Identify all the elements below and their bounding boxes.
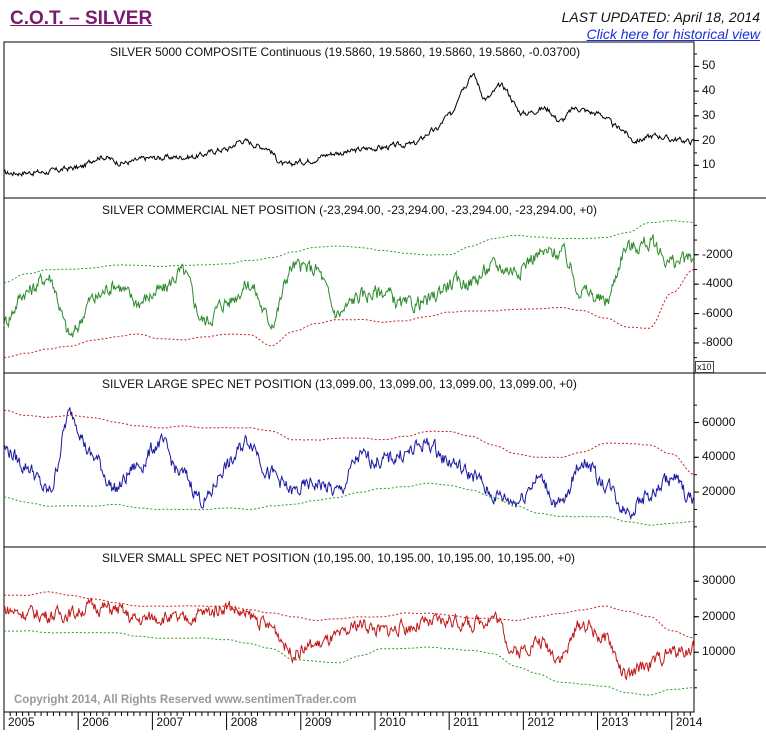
panel-large-spec bbox=[3, 404, 699, 528]
x-tick-label: 2011 bbox=[453, 715, 479, 729]
historical-view-link[interactable]: Click here for historical view bbox=[586, 26, 761, 42]
y-tick-label: 10 bbox=[702, 157, 716, 172]
panel-small-spec bbox=[3, 580, 699, 696]
panel-title-commercial: SILVER COMMERCIAL NET POSITION (-23,294.… bbox=[102, 203, 598, 217]
small-spec-upper-band bbox=[3, 591, 695, 639]
x-tick-label: 2007 bbox=[156, 715, 184, 729]
panel-title-price: SILVER 5000 COMPOSITE Continuous (19.586… bbox=[110, 45, 581, 59]
last-updated-label: LAST UPDATED: April 18, 2014 bbox=[561, 9, 760, 25]
x-tick-label: 2010 bbox=[378, 715, 406, 729]
large-spec-net-line bbox=[3, 407, 695, 521]
x-tick-label: 2012 bbox=[527, 715, 555, 729]
y-tick-label: 50 bbox=[702, 58, 716, 73]
y-tick-label: 60000 bbox=[702, 414, 736, 429]
commercial-lower-band bbox=[3, 268, 695, 358]
x-tick-label: 2006 bbox=[82, 715, 109, 729]
y-tick-label: 20 bbox=[702, 132, 716, 147]
large-spec-upper-band bbox=[3, 409, 695, 476]
x-tick-label: 2008 bbox=[230, 715, 258, 729]
y-tick-label: 10000 bbox=[702, 644, 736, 659]
y-tick-label: 40 bbox=[702, 83, 716, 98]
price-line bbox=[3, 72, 695, 178]
x-tick-label: 2013 bbox=[601, 715, 629, 729]
commercial-upper-band bbox=[3, 220, 695, 284]
panel-title-large-spec: SILVER LARGE SPEC NET POSITION (13,099.0… bbox=[102, 377, 577, 391]
x-tick-label: 2005 bbox=[8, 715, 35, 729]
small-spec-lower-band bbox=[4, 630, 695, 696]
panel-title-small-spec: SILVER SMALL SPEC NET POSITION (10,195.0… bbox=[102, 551, 576, 565]
x-tick-label: 2014 bbox=[675, 715, 703, 729]
y-tick-label: 40000 bbox=[702, 449, 736, 464]
panel-price bbox=[3, 53, 699, 191]
small-spec-net-line bbox=[3, 597, 695, 681]
y-tick-label: -4000 bbox=[702, 276, 733, 291]
panel-commercial bbox=[3, 220, 699, 359]
x-tick-label: 2009 bbox=[304, 715, 332, 729]
page-title: C.O.T. – SILVER bbox=[10, 8, 153, 29]
large-spec-lower-band bbox=[3, 482, 694, 526]
x10-badge: x10 bbox=[695, 361, 714, 373]
y-tick-label: -8000 bbox=[702, 334, 733, 349]
commercial-net-line bbox=[3, 234, 695, 338]
y-tick-label: 30000 bbox=[702, 573, 736, 588]
copyright-text: Copyright 2014, All Rights Reserved www.… bbox=[14, 694, 357, 706]
y-tick-label: -6000 bbox=[702, 305, 733, 320]
y-tick-label: 30 bbox=[702, 107, 716, 122]
y-tick-label: 20000 bbox=[702, 484, 736, 499]
y-tick-label: 20000 bbox=[702, 608, 736, 623]
y-tick-label: -2000 bbox=[702, 246, 733, 261]
